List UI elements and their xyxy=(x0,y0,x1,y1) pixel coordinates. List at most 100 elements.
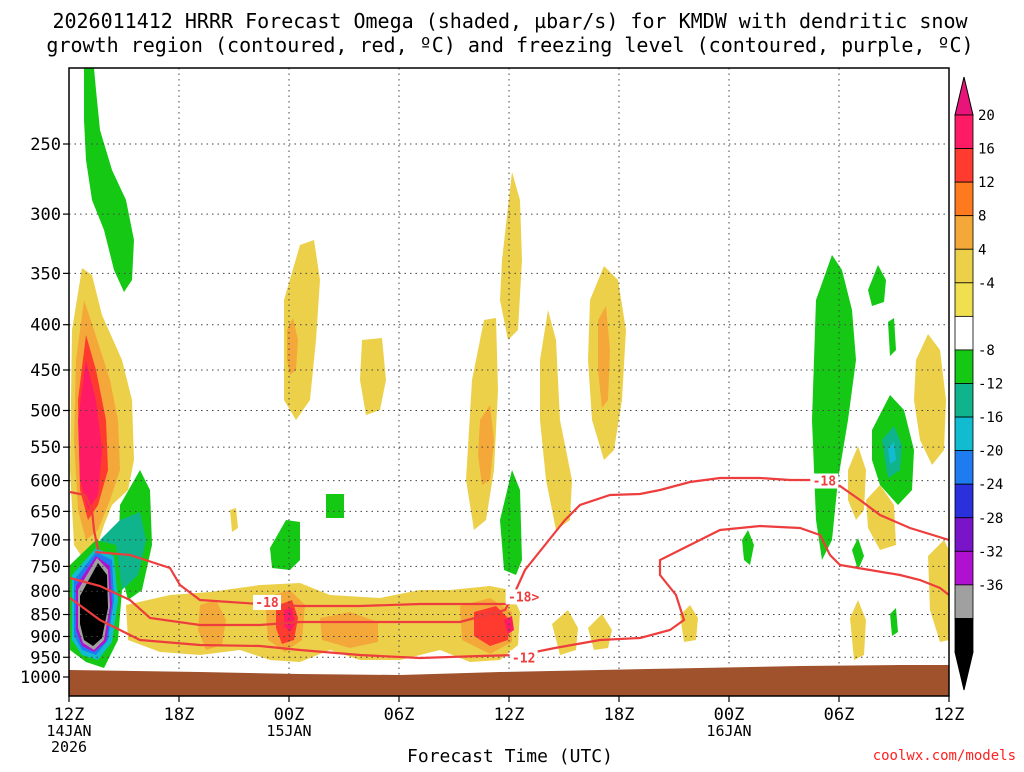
colorbar-swatch-7 xyxy=(954,349,974,384)
omega-region-green-11 xyxy=(742,530,754,565)
omega-region-black-1 xyxy=(80,563,108,646)
contour-label-1: -18 xyxy=(255,596,279,611)
omega-region-green-4 xyxy=(270,520,300,570)
omega-region-yellow-6 xyxy=(360,338,386,415)
x-tick-label-42: 06Z xyxy=(824,705,855,725)
omega-region-yellow-3 xyxy=(552,610,578,655)
colorbar-label-13: -36 xyxy=(978,578,1003,594)
colorbar-swatch-5 xyxy=(954,282,974,317)
colorbar-label-2: 12 xyxy=(978,175,995,191)
omega-region-yellow-17 xyxy=(680,605,698,642)
colorbar-swatch-12 xyxy=(954,517,974,552)
colorbar-swatch-13 xyxy=(954,550,974,586)
contour-label-0: -18 xyxy=(813,475,837,490)
y-tick-label-850: 850 xyxy=(30,606,61,626)
contour-labels: -18 -18 -18> -12 xyxy=(253,473,839,666)
x-tick-label-6: 18Z xyxy=(164,705,195,725)
colorbar-swatch-8 xyxy=(954,383,974,418)
colorbar-bottom-cap xyxy=(954,651,974,691)
contour-label-bg-2 xyxy=(505,589,542,605)
y-tick-label-600: 600 xyxy=(30,472,61,492)
y-tick-label-950: 950 xyxy=(30,648,61,668)
colorbar-label-12: -32 xyxy=(978,544,1003,560)
y-tick-label-700: 700 xyxy=(30,531,61,551)
y-tick-label-400: 400 xyxy=(30,316,61,336)
colorbar-label-8: -16 xyxy=(978,410,1003,426)
credit-text: coolwx.com/models xyxy=(873,748,1016,764)
colorbar-swatch-15 xyxy=(954,618,974,653)
colorbar-label-0: 20 xyxy=(978,108,995,124)
x-tick-year-0: 2026 xyxy=(51,738,87,756)
omega-region-green-6 xyxy=(500,470,522,575)
colorbar-label-5: -4 xyxy=(978,276,995,292)
colorbar-label-11: -28 xyxy=(978,511,1003,527)
colorbar-label-6: -8 xyxy=(978,343,995,359)
colorbar-swatch-14 xyxy=(954,584,974,619)
x-tick-label-36: 00Z xyxy=(714,705,745,725)
x-tick-date-12: 15JAN xyxy=(266,722,311,740)
y-tick-label-750: 750 xyxy=(30,557,61,577)
y-tick-label-500: 500 xyxy=(30,402,61,422)
ground-surface xyxy=(69,665,949,696)
omega-region-yellow-7 xyxy=(230,508,238,532)
x-axis-label: Forecast Time (UTC) xyxy=(407,746,613,767)
x-tick-label-12: 00Z xyxy=(274,705,305,725)
y-tick-label-250: 250 xyxy=(30,135,61,155)
omega-region-orange-8 xyxy=(598,306,610,408)
colorbar-top-cap xyxy=(954,76,974,116)
x-tick-label-24: 12Z xyxy=(494,705,525,725)
omega-region-orange-7 xyxy=(478,405,494,485)
omega-region-green-5 xyxy=(326,494,344,518)
omega-region-yellow-14 xyxy=(866,485,896,550)
colorbar-label-7: -12 xyxy=(978,377,1003,393)
colorbar-swatch-3 xyxy=(954,215,974,250)
omega-region-green-13 xyxy=(890,608,898,636)
omega-region-yellow-10 xyxy=(540,310,572,530)
colorbar-label-3: 8 xyxy=(978,209,986,225)
dgz-contour-lower xyxy=(69,524,949,660)
dgz-contour-top xyxy=(69,490,100,551)
colorbar-swatch-4 xyxy=(954,248,974,284)
colorbar-swatch-9 xyxy=(954,416,974,452)
colorbar-swatch-2 xyxy=(954,181,974,217)
contour-label-3: -12 xyxy=(512,651,535,666)
x-tick-date-0: 14JAN xyxy=(46,722,91,740)
x-tick-date-36: 16JAN xyxy=(706,722,751,740)
chart-title-line1: 2026011412 HRRR Forecast Omega (shaded, … xyxy=(52,9,968,33)
colorbar-swatch-6 xyxy=(954,315,974,351)
omega-region-green-12 xyxy=(852,538,864,570)
colorbar-label-10: -24 xyxy=(978,477,1003,493)
y-tick-label-300: 300 xyxy=(30,205,61,225)
omega-region-magenta-2 xyxy=(284,608,295,632)
colorbar-swatch-0 xyxy=(954,114,974,149)
x-tick-label-0: 12Z xyxy=(54,705,85,725)
omega-region-green-9 xyxy=(888,318,896,356)
y-axis: 2503003504004505005506006507007508008509… xyxy=(20,135,69,688)
contour-label-bg-0 xyxy=(810,473,839,489)
x-tick-label-48: 12Z xyxy=(934,705,965,725)
contour-label-2: -18> xyxy=(508,590,539,605)
y-tick-label-900: 900 xyxy=(30,627,61,647)
omega-region-magenta-1 xyxy=(78,360,102,510)
omega-region-green-1 xyxy=(84,68,134,292)
colorbar-label-9: -20 xyxy=(978,444,1003,460)
contour-label-bg-3 xyxy=(509,650,538,666)
x-tick-label-30: 18Z xyxy=(604,705,635,725)
omega-region-green-8 xyxy=(868,265,886,306)
x-tick-label-18: 06Z xyxy=(384,705,415,725)
contour-label-bg-1 xyxy=(253,594,281,610)
colorbar-label-4: 4 xyxy=(978,242,986,258)
omega-region-yellow-9 xyxy=(500,172,522,340)
y-tick-label-450: 450 xyxy=(30,361,61,381)
y-tick-label-550: 550 xyxy=(30,438,61,458)
colorbar-label-1: 16 xyxy=(978,142,995,158)
y-tick-label-1000: 1000 xyxy=(20,668,61,688)
y-tick-label-800: 800 xyxy=(30,582,61,602)
omega-region-yellow-12 xyxy=(914,334,946,465)
y-tick-label-350: 350 xyxy=(30,264,61,284)
chart-title-line2: growth region (contoured, red, ºC) and f… xyxy=(46,33,973,57)
colorbar: 20 16 12 8 4 -4 -8 -12 -16 -20 -24 -28 -32 -36 xyxy=(954,76,1003,691)
colorbar-swatch-10 xyxy=(954,450,974,485)
